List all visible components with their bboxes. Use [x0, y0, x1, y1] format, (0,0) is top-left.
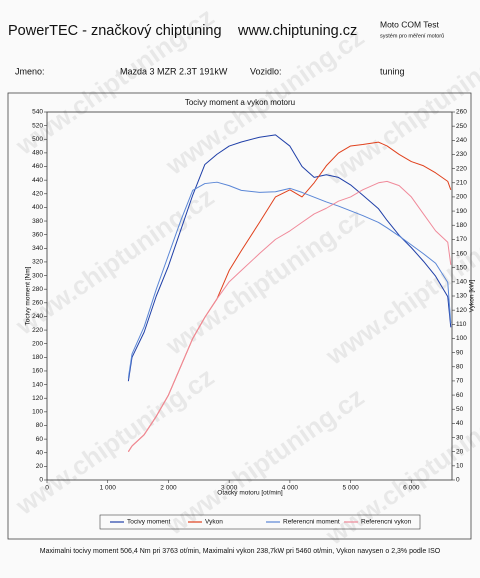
y-tick-label: 120: [32, 395, 43, 402]
vehicle-label: Vozidlo:: [250, 66, 282, 76]
y-tick-label: 60: [36, 436, 44, 443]
y2-tick-label: 100: [456, 335, 467, 342]
legend-label: Tocivy moment: [127, 519, 171, 526]
y-axis-title: Tocivy moment [Nm]: [25, 266, 32, 325]
legend-label: Referencni moment: [283, 519, 340, 526]
y-tick-label: 540: [32, 109, 43, 116]
y-tick-label: 200: [32, 340, 43, 347]
y-tick-label: 500: [32, 136, 43, 143]
legend-box: [99, 514, 421, 530]
name-label: Jmeno:: [15, 66, 45, 76]
y-tick-label: 260: [32, 300, 43, 307]
y-tick-label: 280: [32, 286, 43, 293]
y2-tick-label: 230: [456, 151, 467, 158]
system: Moto COM Test: [380, 19, 440, 29]
series-line: [127, 181, 452, 378]
y-tick-label: 40: [36, 449, 44, 456]
y2-tick-label: 120: [456, 307, 467, 314]
x-tick-label: 4 000: [282, 485, 299, 492]
series-line: [127, 134, 452, 382]
y2-tick-label: 30: [456, 434, 464, 441]
x-tick-label: 5 000: [342, 485, 359, 492]
y-tick-label: 220: [32, 327, 43, 334]
y-tick-label: 0: [39, 477, 43, 484]
y-tick-label: 80: [36, 422, 44, 429]
legend-label: Vykon: [205, 519, 223, 526]
y2-tick-label: 160: [456, 250, 467, 257]
y2-tick-label: 80: [456, 363, 464, 370]
y2-tick-label: 20: [456, 448, 464, 455]
y2-tick-label: 220: [456, 165, 467, 172]
y2-tick-label: 60: [456, 392, 464, 399]
y2-tick-label: 190: [456, 208, 467, 215]
y-tick-label: 340: [32, 245, 43, 252]
y-tick-label: 20: [36, 463, 44, 470]
y2-tick-label: 170: [456, 236, 467, 243]
footer: Maximalni tocivy moment 506,4 Nm pri 376…: [40, 548, 441, 555]
y-tick-label: 160: [32, 368, 43, 375]
chart-title: Tocivy moment a vykon motoru: [185, 98, 295, 107]
y-tick-label: 400: [32, 204, 43, 211]
y2-tick-label: 210: [456, 179, 467, 186]
brand: PowerTEC - značkový chiptuning: [8, 23, 222, 39]
series-line: [127, 180, 452, 452]
y-tick-label: 480: [32, 150, 43, 157]
y2-tick-label: 240: [456, 137, 467, 144]
y2-tick-label: 90: [456, 349, 464, 356]
y2-tick-label: 130: [456, 293, 467, 300]
y-tick-label: 520: [32, 122, 43, 129]
y2-tick-label: 150: [456, 264, 467, 271]
system-sub: systém pro měření motorů: [380, 32, 444, 39]
y2-tick-label: 10: [456, 463, 464, 470]
y2-tick-label: 260: [456, 109, 467, 116]
name: Mazda 3 MZR 2.3T 191kW: [120, 66, 228, 76]
y2-axis-title: Vykon [kW]: [469, 279, 476, 312]
x-axis-title: Otacky motoru [ot/min]: [217, 490, 283, 497]
y2-tick-label: 250: [456, 123, 467, 130]
y2-tick-label: 110: [456, 321, 467, 328]
x-tick-label: 6 000: [403, 485, 420, 492]
y2-tick-label: 50: [456, 406, 464, 413]
x-tick-label: 1 000: [100, 485, 117, 492]
y2-tick-label: 200: [456, 194, 467, 201]
y2-tick-label: 180: [456, 222, 467, 229]
y2-tick-label: 140: [456, 279, 467, 286]
y-tick-label: 180: [32, 354, 43, 361]
vehicle: tuning: [380, 66, 405, 76]
legend-label: Referencni vykon: [361, 519, 412, 526]
x-tick-label: 0: [45, 485, 49, 492]
y-tick-label: 360: [32, 231, 43, 238]
y-tick-label: 320: [32, 259, 43, 266]
chart-frame: [7, 92, 472, 540]
y2-tick-label: 40: [456, 420, 464, 427]
y-tick-label: 140: [32, 381, 43, 388]
y-tick-label: 460: [32, 163, 43, 170]
y-tick-label: 240: [32, 313, 43, 320]
y-tick-label: 440: [32, 177, 43, 184]
website: www.chiptuning.cz: [237, 23, 357, 39]
y2-tick-label: 70: [456, 378, 464, 385]
x-tick-label: 2 000: [160, 485, 177, 492]
y-tick-label: 300: [32, 272, 43, 279]
y-tick-label: 100: [32, 409, 43, 416]
y-tick-label: 380: [32, 218, 43, 225]
y2-tick-label: 0: [456, 477, 460, 484]
x-tick-label: 3 000: [221, 485, 238, 492]
y-tick-label: 420: [32, 190, 43, 197]
